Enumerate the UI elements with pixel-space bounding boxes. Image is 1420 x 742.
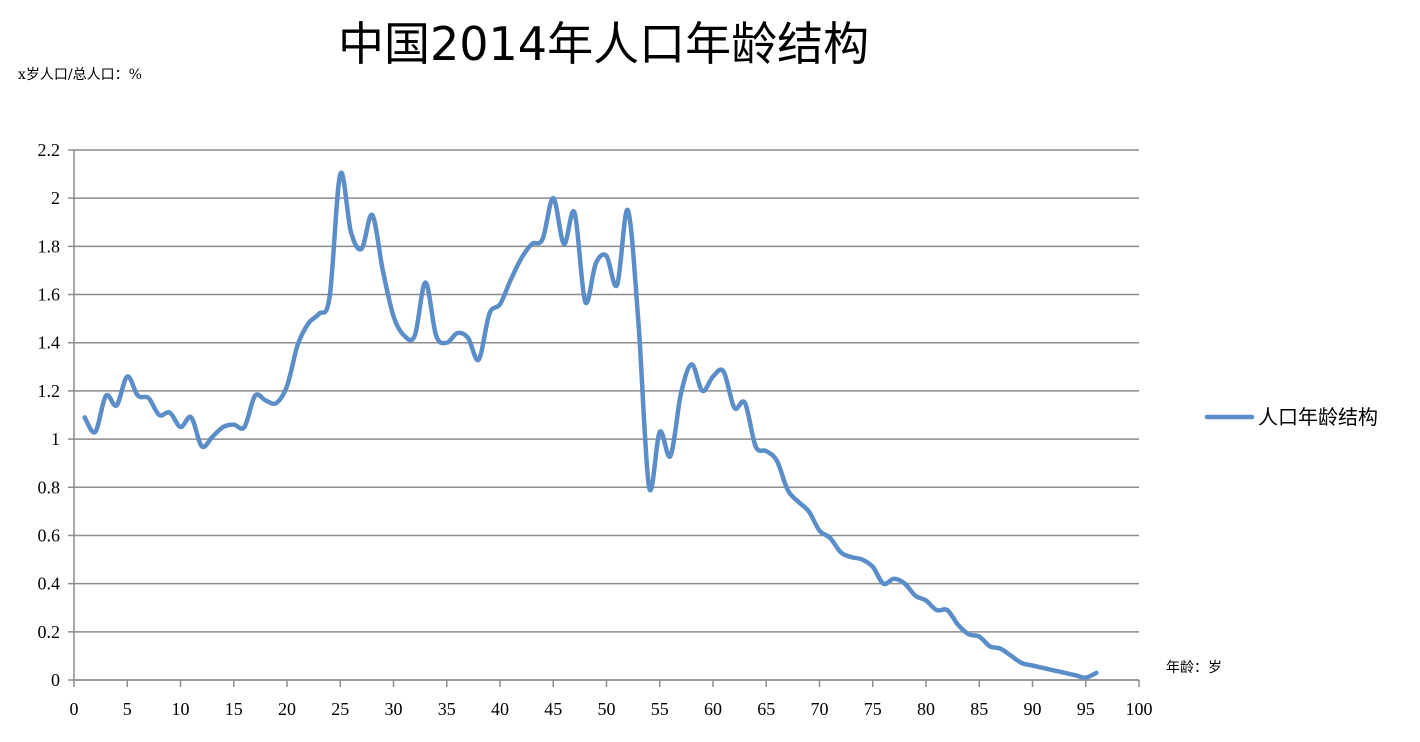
x-axis-label: 年龄：岁 <box>1166 660 1222 676</box>
x-tick-label: 35 <box>438 699 456 719</box>
x-tick-label: 55 <box>651 699 669 719</box>
x-tick-label: 60 <box>704 699 722 719</box>
x-tick-label: 85 <box>970 699 988 719</box>
y-tick-label: 0.4 <box>38 574 61 594</box>
y-tick-label: 0.8 <box>38 477 61 497</box>
y-tick-label: 1.6 <box>38 285 61 305</box>
x-tick-label: 75 <box>864 699 882 719</box>
x-tick-label: 70 <box>811 699 829 719</box>
x-tick-label: 25 <box>331 699 349 719</box>
y-tick-label: 1 <box>51 429 60 449</box>
x-tick-label: 5 <box>123 699 132 719</box>
y-tick-label: 0.2 <box>38 622 61 642</box>
y-tick-label: 0.6 <box>38 525 61 545</box>
y-tick-label: 2.2 <box>38 140 61 160</box>
x-tick-label: 10 <box>172 699 190 719</box>
x-tick-label: 40 <box>491 699 509 719</box>
series-line-population <box>82 170 1099 680</box>
series-layer <box>82 170 1099 680</box>
x-tick-label: 30 <box>385 699 403 719</box>
x-tick-label: 0 <box>70 699 79 719</box>
x-tick-label: 95 <box>1077 699 1095 719</box>
axes: 0 0.2 0.4 0.6 0.8 1 1.2 1.4 1.6 1.8 2 2.2 0 5 10 15 20 25… <box>38 140 1153 719</box>
y-tick-label: 2 <box>51 188 60 208</box>
y-axis-label: x岁人口/总人口：% <box>18 67 142 83</box>
x-tick-label: 20 <box>278 699 296 719</box>
legend[interactable]: 人口年龄结构 <box>1204 405 1378 429</box>
y-tick-label: 1.2 <box>38 381 61 401</box>
grid-lines <box>74 149 1139 681</box>
x-tick-label: 80 <box>917 699 935 719</box>
chart-title: 中国2014年人口年龄结构 <box>338 17 870 71</box>
y-tick-label: 0 <box>51 670 60 690</box>
x-tick-label: 45 <box>544 699 562 719</box>
x-tick-label: 50 <box>598 699 616 719</box>
y-tick-label: 1.8 <box>38 236 61 256</box>
y-tick-label: 1.4 <box>38 333 61 353</box>
legend-label: 人口年龄结构 <box>1258 405 1378 429</box>
x-tick-label: 100 <box>1126 699 1153 719</box>
x-tick-label: 90 <box>1024 699 1042 719</box>
x-tick-label: 15 <box>225 699 243 719</box>
x-tick-label: 65 <box>757 699 775 719</box>
